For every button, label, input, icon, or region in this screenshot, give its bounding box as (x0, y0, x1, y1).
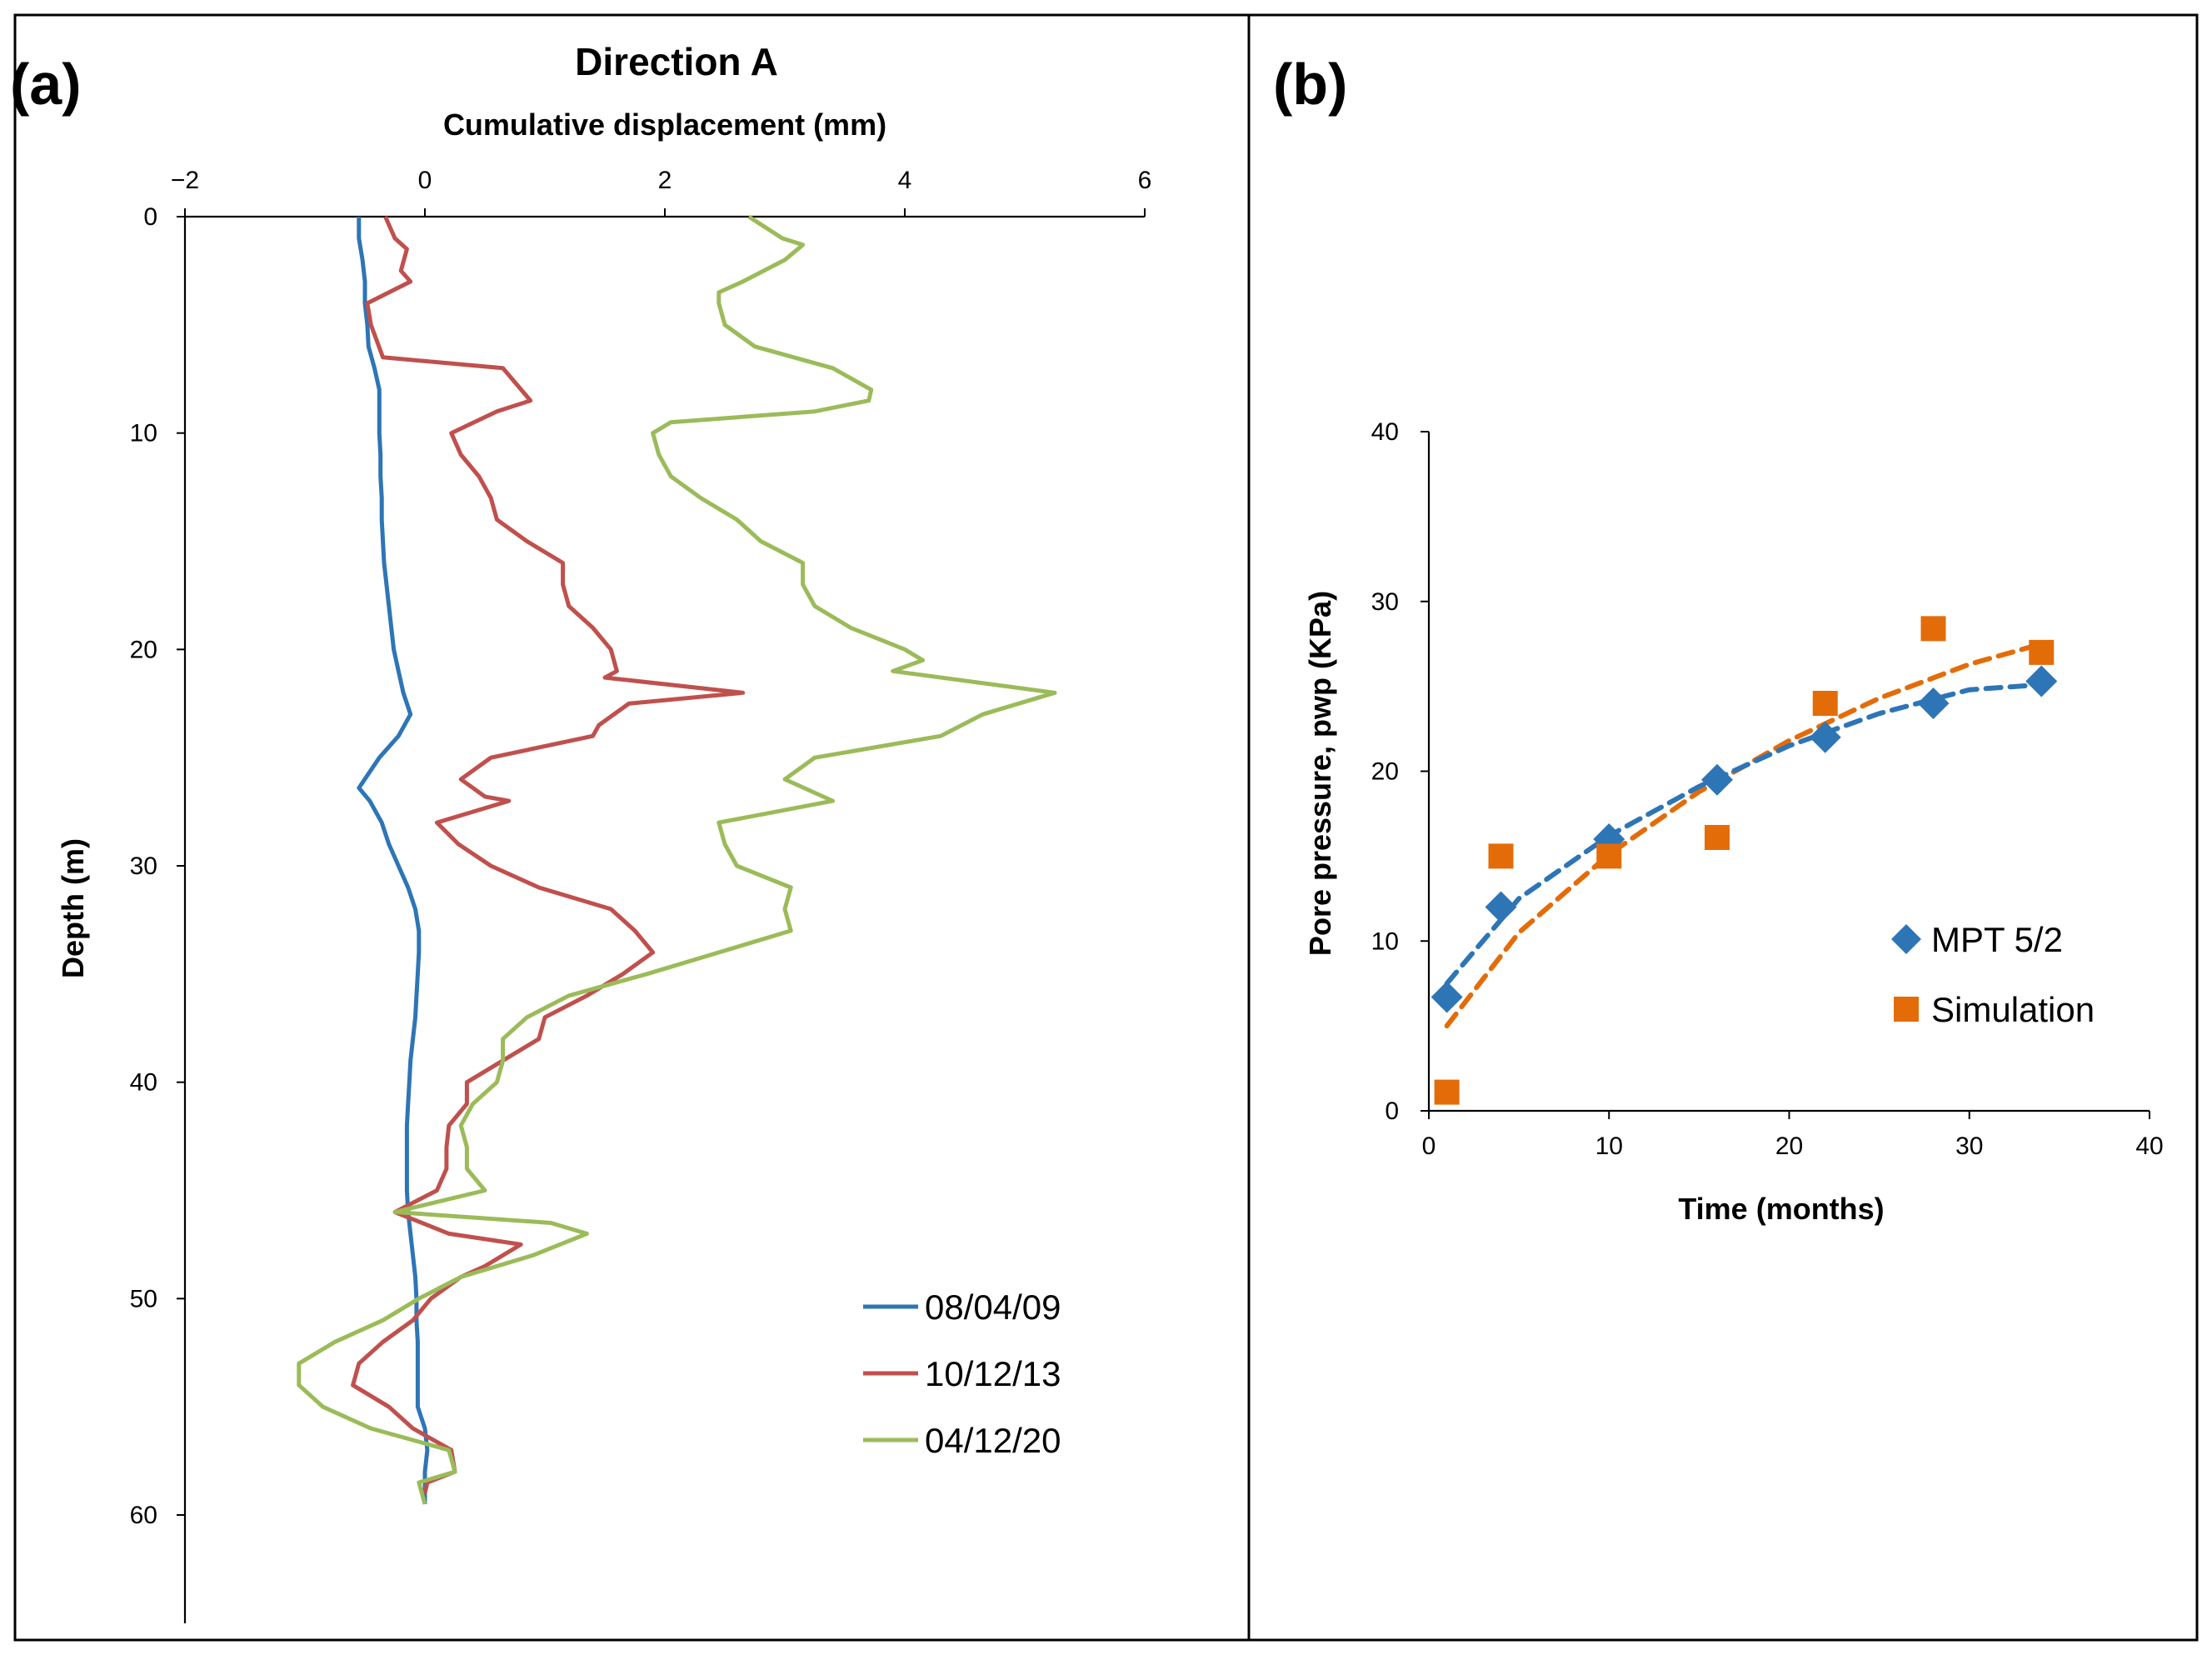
panel-a-y-axis-title: Depth (m) (56, 838, 90, 978)
point-marker-diamond (1701, 763, 1733, 796)
panel-b-x-tick-label: 30 (1955, 1132, 1983, 1160)
point-marker-diamond (1917, 688, 1950, 719)
panel-a-legend: 08/04/09 10/12/13 04/12/20 (863, 1288, 1061, 1460)
point-marker-diamond (2025, 665, 2058, 698)
panel-a-x-ticks: −2 0 2 4 6 (171, 167, 1151, 217)
panel-a: (a) Direction A Cumulative displacement … (10, 40, 1151, 1623)
panel-a-y-tick-label: 10 (130, 420, 157, 448)
panel-a-y-tick-label: 40 (130, 1069, 157, 1097)
trendline-mpt-5-2 (1444, 682, 2045, 987)
panel-b: (b) Time (months) Pore pressure, pwp (KP… (1273, 52, 2164, 1226)
panel-b-y-tick-label: 20 (1371, 758, 1399, 786)
panel-a-y-tick-label: 20 (130, 636, 157, 663)
legend-label-2: Simulation (1931, 990, 2095, 1029)
panel-a-y-tick-label: 0 (143, 203, 157, 231)
panel-a-x-tick-label: 4 (898, 167, 912, 194)
panel-b-y-tick-label: 40 (1371, 418, 1399, 446)
figure-frame (13, 13, 2199, 1642)
legend-label-3: 04/12/20 (925, 1421, 1061, 1460)
panel-b-y-axis-title: Pore pressure, pwp (KPa) (1303, 591, 1337, 956)
legend-label-1: 08/04/09 (925, 1288, 1061, 1327)
panel-b-x-ticks: 0 10 20 30 40 (1422, 1111, 2164, 1160)
series-line-1 (357, 217, 430, 1504)
panel-b-x-tick-label: 10 (1595, 1132, 1623, 1160)
panel-b-y-tick-label: 10 (1371, 928, 1399, 955)
panel-b-x-tick-label: 20 (1775, 1132, 1803, 1160)
panel-a-label: (a) (10, 52, 82, 117)
panel-a-y-tick-label: 60 (130, 1502, 157, 1529)
point-marker-square (1705, 824, 1730, 850)
panel-b-y-ticks: 0 10 20 30 40 (1371, 418, 1429, 1125)
panel-a-x-axis-title: Cumulative displacement (mm) (443, 108, 886, 142)
series-line-3 (297, 214, 1057, 1505)
panel-b-y-tick-label: 0 (1385, 1098, 1399, 1125)
legend-label-2: 10/12/13 (925, 1354, 1061, 1393)
panel-a-y-tick-label: 30 (130, 852, 157, 880)
panel-a-y-ticks: 0 10 20 30 40 50 60 (130, 203, 185, 1529)
point-marker-square (1812, 691, 1838, 716)
panel-b-x-axis-title: Time (months) (1678, 1192, 1884, 1226)
panel-b-trendlines (1444, 641, 2045, 1029)
panel-a-x-tick-label: 0 (418, 167, 432, 194)
panel-a-x-tick-label: 6 (1138, 167, 1152, 194)
legend-label-1: MPT 5/2 (1931, 920, 2063, 959)
point-marker-square (1596, 843, 1622, 869)
point-marker-diamond (1809, 721, 1841, 753)
point-marker-square (1434, 1079, 1460, 1105)
panel-a-x-tick-label: 2 (658, 167, 672, 194)
panel-b-x-tick-label: 0 (1422, 1132, 1436, 1160)
panel-a-series (297, 214, 1057, 1505)
panel-b-x-tick-label: 40 (2135, 1132, 2163, 1160)
point-marker-square (1488, 843, 1514, 869)
trendline-simulation (1444, 641, 2045, 1029)
point-marker-diamond (1431, 981, 1463, 1013)
legend-swatch-mpt (1891, 924, 1921, 954)
legend-swatch-simulation (1894, 997, 1919, 1022)
point-marker-square (2029, 639, 2055, 665)
panel-a-title: Direction A (575, 40, 778, 83)
panel-a-y-tick-label: 50 (130, 1285, 157, 1312)
point-marker-diamond (1485, 891, 1517, 923)
panel-a-x-tick-label: −2 (171, 167, 199, 194)
point-marker-square (1920, 616, 1946, 642)
panel-b-points (1431, 616, 2058, 1105)
panel-b-y-tick-label: 30 (1371, 588, 1399, 616)
panel-b-legend: MPT 5/2 Simulation (1891, 920, 2095, 1029)
panel-b-label: (b) (1273, 52, 1347, 117)
